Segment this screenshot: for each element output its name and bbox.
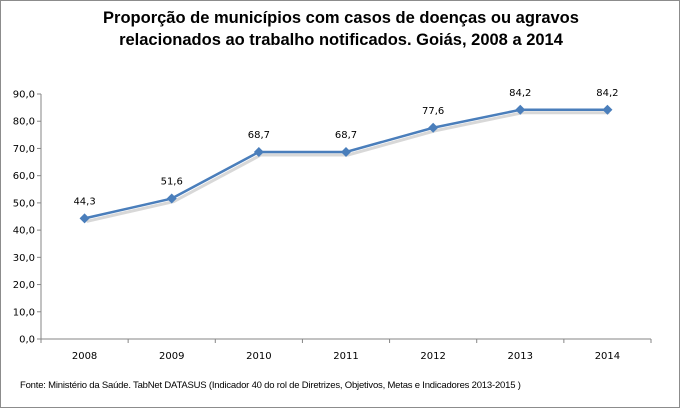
y-tick-label: 0,0 [19,335,35,346]
data-point-marker [253,146,264,157]
y-tick-label: 60,0 [13,171,35,182]
x-tick-label: 2014 [595,351,620,362]
y-tick-label: 80,0 [13,117,35,128]
data-point-marker [341,146,351,157]
data-point-marker [166,193,177,204]
x-tick-label: 2012 [420,351,445,362]
data-point-marker [428,122,439,133]
data-label: 77,6 [422,106,444,117]
y-tick-label: 40,0 [13,226,35,237]
x-tick-label: 2011 [333,351,358,362]
y-tick-label: 30,0 [13,253,35,264]
chart-title: Proporção de municípios com casos de doe… [103,9,579,49]
source-note: Fonte: Ministério da Saúde. TabNet DATAS… [20,380,521,391]
data-label: 84,2 [509,88,531,99]
data-label: 68,7 [248,130,270,141]
x-tick-label: 2009 [159,351,184,362]
y-tick-label: 10,0 [13,307,35,318]
data-point-marker [602,104,613,115]
data-label: 44,3 [73,196,95,207]
data-label: 68,7 [335,130,357,141]
y-tick-label: 50,0 [13,198,35,209]
y-tick-label: 90,0 [13,90,35,101]
y-tick-label: 20,0 [13,280,35,291]
data-point-marker [79,213,90,224]
data-label: 84,2 [596,88,618,99]
x-tick-label: 2010 [246,351,271,362]
y-tick-label: 70,0 [13,144,35,155]
x-tick-label: 2013 [508,351,533,362]
series-line [84,108,608,220]
data-label: 51,6 [161,177,183,188]
data-point-marker [515,104,526,115]
x-tick-label: 2008 [72,351,97,362]
